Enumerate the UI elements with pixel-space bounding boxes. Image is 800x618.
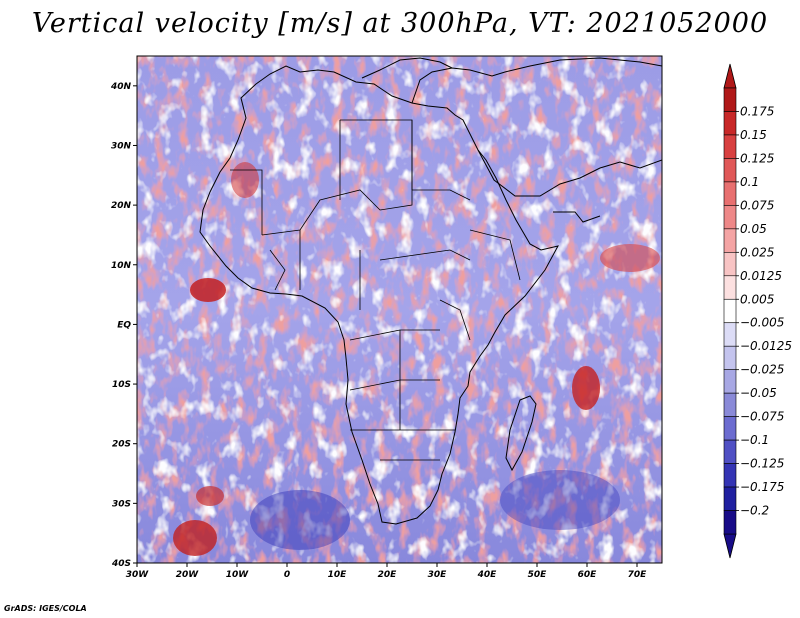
lat-tick-label: EQ [117,320,131,330]
colorbar-top-arrow [723,63,737,89]
colorbar-swatch [723,416,737,441]
colorbar: 0.175 0.15 0.125 0.1 0.075 0.05 0.025 0.0125 0.0… [723,63,792,559]
lon-tick-label: 30E [428,570,448,580]
velocity-field [137,56,662,563]
colorbar-label: 0.15 [740,128,767,142]
colorbar-label: −0.1 [740,433,769,447]
colorbar-swatch [723,228,737,253]
colorbar-label: −0.125 [740,457,784,471]
colorbar-swatch [723,369,737,394]
colorbar-swatch [723,87,737,112]
lon-tick-label: 50E [528,570,548,580]
colorbar-label: 0.005 [740,292,774,306]
colorbar-swatch [723,510,737,535]
colorbar-label: −0.05 [740,386,777,400]
colorbar-label: 0.075 [740,198,774,212]
colorbar-swatch [723,111,737,136]
lon-tick-label: 20E [378,570,398,580]
colorbar-label: 0.1 [740,175,759,189]
lat-tick-label: 30N [111,141,132,151]
colorbar-swatch [723,181,737,206]
longitude-axis: 30W 20W 10W 0 10E 20E 30E 40E 50E 60E 70E [126,563,647,580]
lon-tick-label: 0 [284,570,290,580]
colorbar-label: 0.0125 [740,269,782,283]
lat-tick-label: 20N [111,201,132,211]
lon-tick-label: 20W [176,570,200,580]
colorbar-label: −0.2 [740,504,769,518]
colorbar-swatch [723,205,737,230]
colorbar-swatch [723,134,737,159]
lat-tick-label: 10N [111,261,132,271]
colorbar-swatch [723,392,737,417]
colorbar-label: 0.05 [740,222,767,236]
colorbar-swatch [723,463,737,488]
lat-tick-label: 20S [112,440,131,450]
map-frame [136,55,663,564]
lon-tick-label: 30W [126,570,150,580]
colorbar-label: −0.005 [740,316,784,330]
latitude-axis: 40S 30S 20S 10S EQ 10N 20N 30N 40N [110,82,137,569]
country-borders [230,119,521,461]
colorbar-swatch [723,439,737,464]
colorbar-bottom-arrow [723,533,737,559]
grads-credit: GrADS: IGES/COLA [4,604,87,613]
coastlines [199,57,662,525]
colorbar-label: −0.025 [740,363,784,377]
colorbar-label: −0.075 [740,410,784,424]
colorbar-swatch [723,298,737,324]
lon-tick-label: 40E [477,570,498,580]
lat-tick-label: 10S [112,380,131,390]
colorbar-label: 0.175 [740,104,774,118]
colorbar-label: −0.175 [740,480,784,494]
lon-tick-label: 10W [226,570,250,580]
colorbar-swatch [723,345,737,370]
colorbar-label: 0.025 [740,245,774,259]
colorbar-swatch [723,275,737,300]
lon-tick-label: 10E [328,570,348,580]
colorbar-label: −0.0125 [740,339,792,353]
lon-tick-label: 70E [628,570,648,580]
lon-tick-label: 60E [578,570,598,580]
colorbar-swatch [723,486,737,511]
plot-title: Vertical velocity [m/s] at 300hPa, VT: 2… [31,8,769,39]
colorbar-swatch [723,252,737,277]
colorbar-swatch [723,322,737,347]
lat-tick-label: 40S [111,559,131,569]
lat-tick-label: 30S [112,499,131,509]
colorbar-swatch [723,158,737,183]
lat-tick-label: 40N [110,82,132,92]
colorbar-label: 0.125 [740,151,774,165]
